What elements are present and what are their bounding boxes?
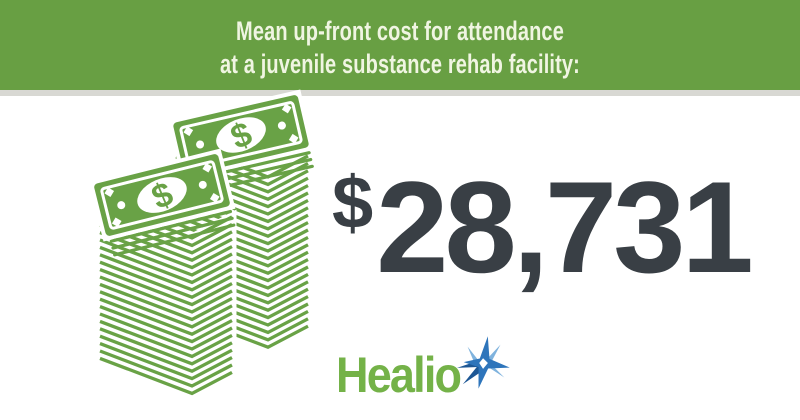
header-banner: Mean up-front cost for attendance at a j… (0, 0, 800, 90)
money-stacks-illustration: $ (0, 89, 340, 420)
healio-wordmark: Healio (336, 347, 462, 403)
content-area: $ (0, 89, 800, 420)
currency-symbol: $ (332, 161, 374, 244)
header-divider (0, 90, 800, 96)
header-line-1: Mean up-front cost for attendance (236, 16, 564, 46)
amount-value: 28,731 (376, 154, 754, 300)
healio-logo: Healio (336, 336, 514, 406)
healio-star-icon (457, 336, 510, 389)
header-text: Mean up-front cost for attendance at a j… (104, 9, 696, 81)
amount-figure: $28,731 (332, 154, 754, 300)
money-stack-front-icon: $ (88, 148, 237, 398)
bill-top-front: $ (88, 148, 236, 257)
header-line-2: at a juvenile substance rehab facility: (219, 49, 580, 79)
